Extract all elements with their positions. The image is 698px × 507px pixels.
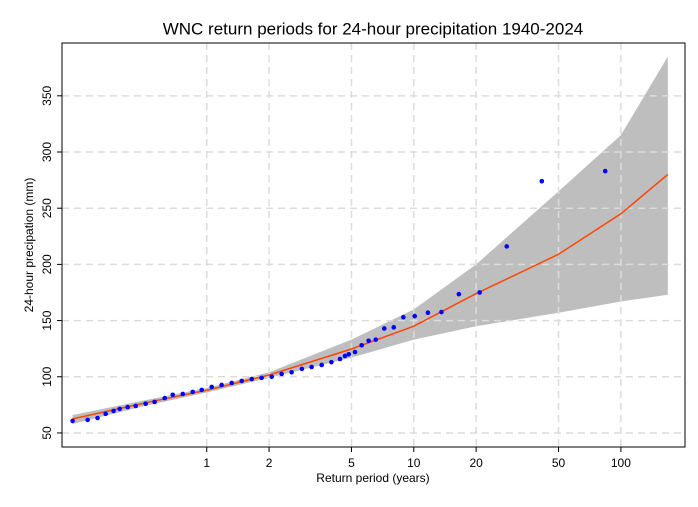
plot-frame (61, 42, 686, 448)
x-tick-label: 1 (203, 456, 210, 470)
data-point (412, 313, 418, 319)
data-point (319, 362, 324, 368)
y-tick-label: 50 (40, 426, 54, 440)
data-point (162, 395, 168, 401)
x-axis-label: Return period (years) (316, 471, 429, 485)
data-point (299, 366, 305, 372)
data-point (70, 418, 75, 424)
y-tick-label: 200 (40, 254, 54, 274)
data-point (103, 411, 108, 417)
data-point (117, 406, 123, 412)
data-point (289, 369, 294, 375)
data-point (504, 244, 510, 249)
data-point (602, 168, 608, 174)
y-tick-label: 250 (40, 198, 54, 218)
data-point (342, 353, 348, 359)
data-point (269, 374, 275, 380)
x-tick-label: 50 (552, 456, 566, 470)
confidence-band (72, 56, 668, 424)
data-point (190, 389, 196, 395)
data-point (143, 401, 148, 407)
data-point (456, 291, 462, 297)
data-point (381, 326, 387, 331)
data-point (259, 375, 264, 381)
data-point (359, 342, 364, 348)
x-tick-label: 2 (266, 456, 273, 470)
data-point (209, 384, 215, 390)
y-axis-label: 24-hour precipation (mm) (22, 178, 36, 313)
x-tick-label: 20 (469, 456, 483, 470)
data-point (229, 380, 235, 386)
data-point (111, 408, 116, 414)
data-point (133, 403, 139, 409)
data-point (346, 351, 352, 357)
data-point (539, 178, 545, 184)
data-point (373, 337, 379, 342)
data-point (239, 378, 245, 384)
data-point (329, 359, 334, 365)
data-point (180, 391, 186, 397)
data-point (477, 290, 482, 295)
data-point (152, 399, 157, 405)
data-point (391, 325, 397, 330)
data-point (125, 404, 130, 410)
y-tick-label: 150 (40, 310, 54, 330)
data-point (170, 392, 176, 398)
x-tick-label: 10 (407, 456, 421, 470)
data-point (85, 417, 90, 423)
data-point (366, 338, 371, 344)
x-tick-label: 100 (611, 456, 631, 470)
y-tick-label: 100 (40, 366, 54, 386)
fit-line (72, 173, 669, 420)
y-tick-label: 300 (40, 142, 54, 162)
data-point (95, 415, 100, 421)
data-point (249, 376, 255, 382)
y-tick-label: 350 (40, 85, 54, 105)
data-point (219, 382, 224, 388)
data-point (199, 387, 205, 393)
x-tick-label: 5 (348, 456, 355, 470)
chart-title: WNC return periods for 24-hour precipita… (163, 19, 584, 38)
data-point (337, 356, 343, 362)
data-point (425, 310, 431, 316)
data-point (309, 364, 314, 370)
data-point (439, 309, 444, 315)
data-point (352, 349, 358, 355)
data-point (279, 371, 284, 377)
data-point (401, 314, 406, 320)
